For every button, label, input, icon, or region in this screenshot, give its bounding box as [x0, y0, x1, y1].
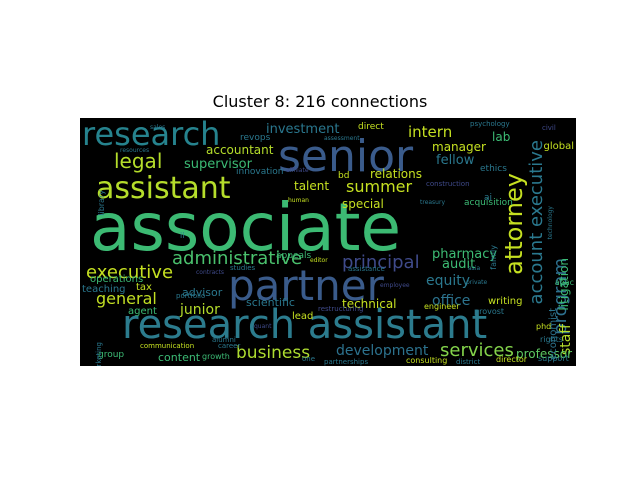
- word-principal: principal: [342, 252, 420, 273]
- word-professor: professor: [516, 347, 572, 361]
- word-agent: agent: [128, 306, 157, 317]
- word-senior: senior: [278, 131, 414, 182]
- word-rights: rights: [540, 335, 563, 344]
- word-restructuring: restructuring: [318, 305, 363, 313]
- word-summer: summer: [346, 177, 412, 196]
- word-talent: talent: [294, 179, 329, 193]
- word-studies: studies: [230, 264, 256, 272]
- word-career: career: [218, 342, 240, 350]
- word-portfolio: portfolio: [176, 292, 205, 300]
- word-economist: economist: [548, 308, 559, 360]
- word-special: special: [342, 197, 384, 211]
- word-district: district: [456, 358, 480, 366]
- word-global: global: [544, 141, 575, 152]
- word-director: director: [496, 355, 528, 364]
- word-resources: resources: [120, 147, 149, 154]
- word-junior: junior: [179, 302, 220, 318]
- word-asia: asia: [468, 265, 480, 272]
- word-intern: intern: [408, 123, 452, 141]
- word-construction: construction: [426, 180, 470, 188]
- word-fellow: fellow: [436, 153, 475, 168]
- word-one: one: [302, 355, 315, 363]
- word-group: group: [98, 350, 124, 360]
- word-content: content: [158, 351, 201, 364]
- word-alumni: alumni: [212, 336, 236, 344]
- chart-title: Cluster 8: 216 connections: [212, 92, 428, 111]
- word-technical: technical: [342, 297, 397, 311]
- word-advisor: advisor: [182, 286, 223, 299]
- word-cloud: associate research assistant senior partner…: [80, 118, 576, 366]
- word-support: support: [538, 354, 569, 363]
- word-growth: growth: [202, 352, 230, 361]
- word-ethics: ethics: [480, 164, 507, 174]
- word-teaching: teaching: [82, 284, 126, 295]
- word-services: services: [440, 340, 514, 361]
- word-pharmacy: pharmacy: [432, 247, 497, 262]
- word-audit: audit: [442, 257, 475, 272]
- word-sales: sales: [150, 124, 165, 131]
- word-development: development: [336, 343, 429, 359]
- word-marketing: marketing: [95, 342, 103, 366]
- word-administrative: administrative: [172, 248, 302, 269]
- word-ai: ai: [484, 193, 492, 203]
- word-family: family: [489, 245, 498, 270]
- word-bd: bd: [338, 171, 349, 181]
- word-psychology: psychology: [470, 120, 510, 128]
- word-private: private: [466, 279, 488, 286]
- word-executive: executive: [86, 262, 173, 283]
- word-associate: associate: [90, 189, 401, 266]
- word-manager: manager: [432, 140, 486, 154]
- word-library: library: [97, 190, 106, 216]
- word-lead: lead: [292, 311, 313, 322]
- word-contracts: contracts: [196, 269, 224, 276]
- word-partnerships: partnerships: [324, 358, 368, 366]
- word-operations: operations: [90, 274, 143, 285]
- word-writing: writing: [488, 296, 522, 307]
- word-appeals: appeals: [276, 251, 311, 261]
- word-assessment: assessment: [324, 135, 360, 142]
- word-litigation: litigation: [557, 258, 571, 311]
- word-communication: communication: [140, 342, 194, 350]
- word-ii: ii: [180, 231, 184, 240]
- word-civil: civil: [542, 124, 556, 132]
- word-partner: partner: [228, 261, 385, 310]
- word-lab: lab: [492, 130, 510, 144]
- word-cloud-background: [80, 118, 576, 366]
- word-human: human: [288, 197, 309, 204]
- word-innovation: innovation: [236, 167, 284, 177]
- word-attorney: attorney: [500, 173, 528, 275]
- word-apac: apac: [555, 278, 574, 287]
- word-assistant: assistant: [96, 171, 231, 206]
- word-assistance: assistance: [348, 265, 385, 273]
- word-editor: editor: [310, 257, 328, 264]
- word-phd: phd: [536, 322, 551, 331]
- word-treasury: treasury: [420, 199, 445, 206]
- word-consulting: consulting: [406, 356, 447, 365]
- word-acquisition: acquisition: [464, 198, 513, 208]
- word-investment: investment: [266, 122, 339, 137]
- word-program: program: [550, 258, 571, 335]
- word-accountant: accountant: [206, 143, 274, 157]
- word-research: research: [82, 118, 220, 153]
- word-affiliate: affiliate: [286, 167, 309, 174]
- word-supervisor: supervisor: [184, 157, 253, 172]
- word-provost: provost: [474, 307, 504, 316]
- word-staff: staff: [558, 324, 574, 355]
- word-general: general: [96, 289, 157, 308]
- word-technology: technology: [547, 206, 554, 240]
- word-office: office: [432, 293, 470, 309]
- word-tax: tax: [136, 282, 152, 293]
- word-direct: direct: [358, 122, 384, 132]
- word-quant: quant: [254, 323, 272, 330]
- word-account-executive: account executive: [526, 140, 547, 304]
- word-employee: employee: [380, 282, 410, 289]
- word-engineer: engineer: [424, 302, 460, 311]
- word-research-assistant: research assistant: [122, 302, 487, 348]
- word-equity: equity: [426, 273, 470, 289]
- word-business: business: [236, 343, 310, 363]
- word-relations: relations: [370, 167, 422, 181]
- word-revops: revops: [240, 133, 271, 143]
- word-legal: legal: [114, 149, 162, 173]
- word-scientific: scientific: [246, 296, 295, 309]
